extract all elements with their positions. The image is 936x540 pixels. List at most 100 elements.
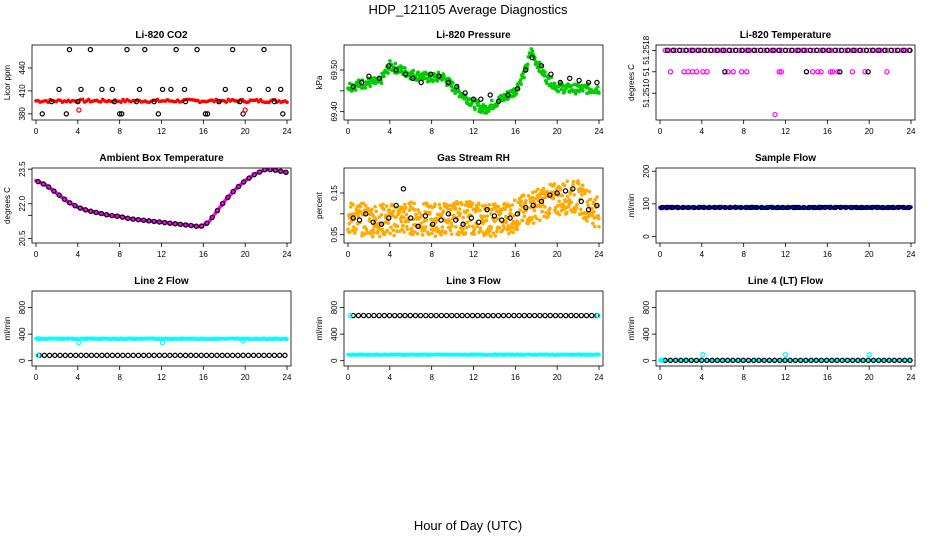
data-point [480, 312, 486, 319]
data-point [360, 312, 367, 319]
data-point [573, 91, 578, 96]
data-point [151, 352, 157, 359]
data-point [183, 222, 189, 228]
data-point [182, 98, 189, 105]
data-point [135, 216, 141, 223]
data-point [216, 98, 222, 105]
data-point [789, 47, 795, 54]
data-point [587, 189, 592, 194]
data-point [495, 312, 502, 319]
series-4 [76, 107, 248, 113]
data-point [151, 218, 157, 225]
data-point [424, 218, 429, 223]
data-point [168, 86, 174, 93]
data-point [557, 212, 562, 217]
series-3 [36, 352, 288, 359]
data-point [481, 219, 486, 224]
data-point [391, 209, 396, 214]
data-point [431, 79, 435, 84]
data-point [389, 225, 393, 230]
data-point [517, 221, 522, 226]
panel-points [34, 336, 289, 359]
data-point [882, 47, 888, 54]
data-point [764, 204, 770, 211]
data-point [198, 352, 204, 359]
data-point [487, 203, 491, 207]
data-point [753, 204, 760, 211]
data-point [756, 357, 762, 364]
data-point [382, 207, 386, 212]
data-point [172, 352, 178, 359]
data-point [506, 312, 512, 319]
series-3 [667, 69, 890, 75]
data-point [451, 213, 456, 218]
data-point [392, 233, 396, 238]
data-point [675, 204, 681, 211]
plot-frame [655, 290, 916, 367]
data-point [595, 312, 601, 319]
data-point [488, 234, 493, 238]
data-point [202, 111, 209, 117]
data-point [526, 194, 531, 198]
data-point [457, 232, 461, 237]
x-tick-label: 20 [553, 250, 562, 259]
series-2 [350, 186, 600, 230]
x-tick-label: 0 [346, 250, 351, 259]
data-point [585, 79, 592, 86]
data-point [402, 230, 406, 234]
data-point [395, 224, 400, 228]
data-point [447, 225, 451, 230]
data-point [537, 312, 543, 319]
x-tick-label: 16 [511, 373, 520, 382]
data-point [885, 47, 891, 54]
data-point [515, 227, 520, 232]
data-point [140, 217, 147, 223]
data-point [469, 204, 474, 209]
data-point [427, 71, 434, 77]
data-point [282, 352, 288, 359]
data-point [906, 204, 912, 211]
data-point [365, 230, 370, 235]
data-point [438, 217, 444, 223]
data-point [495, 98, 502, 104]
data-point [816, 204, 823, 211]
x-tick-label: 20 [865, 373, 874, 382]
data-point [797, 357, 804, 364]
data-point [496, 204, 501, 209]
data-point [771, 357, 778, 364]
x-tick-label: 20 [241, 250, 250, 259]
data-point [658, 357, 664, 364]
data-point [402, 312, 408, 319]
data-point [495, 103, 499, 108]
data-point [382, 74, 386, 79]
panel-9: Line 4 (LT) Flow ml/min 0 4 8 12 16 20 24 0 400 800 [627, 276, 916, 382]
data-point [540, 209, 544, 214]
data-point [172, 221, 178, 227]
data-point [485, 312, 491, 319]
data-point [356, 217, 363, 223]
data-point [815, 69, 821, 75]
data-point [869, 204, 875, 211]
data-point [449, 221, 454, 225]
x-tick-label: 4 [388, 373, 393, 382]
data-point [583, 312, 590, 319]
data-point [780, 204, 786, 211]
data-point [439, 213, 444, 218]
data-point [245, 352, 252, 359]
data-point [664, 204, 671, 211]
data-point [229, 46, 236, 53]
data-point [521, 210, 526, 214]
data-point [680, 47, 686, 54]
data-point [876, 47, 882, 54]
data-point [422, 213, 429, 219]
data-point [265, 86, 271, 93]
data-point [246, 86, 253, 93]
data-point [392, 312, 398, 319]
data-point [427, 232, 431, 237]
y-axis-label: ml/min [3, 317, 12, 341]
panel-title: Line 2 Flow [134, 276, 189, 287]
data-point [436, 70, 441, 75]
x-tick-label: 0 [34, 127, 39, 136]
data-point [576, 179, 580, 183]
data-point [39, 111, 45, 117]
